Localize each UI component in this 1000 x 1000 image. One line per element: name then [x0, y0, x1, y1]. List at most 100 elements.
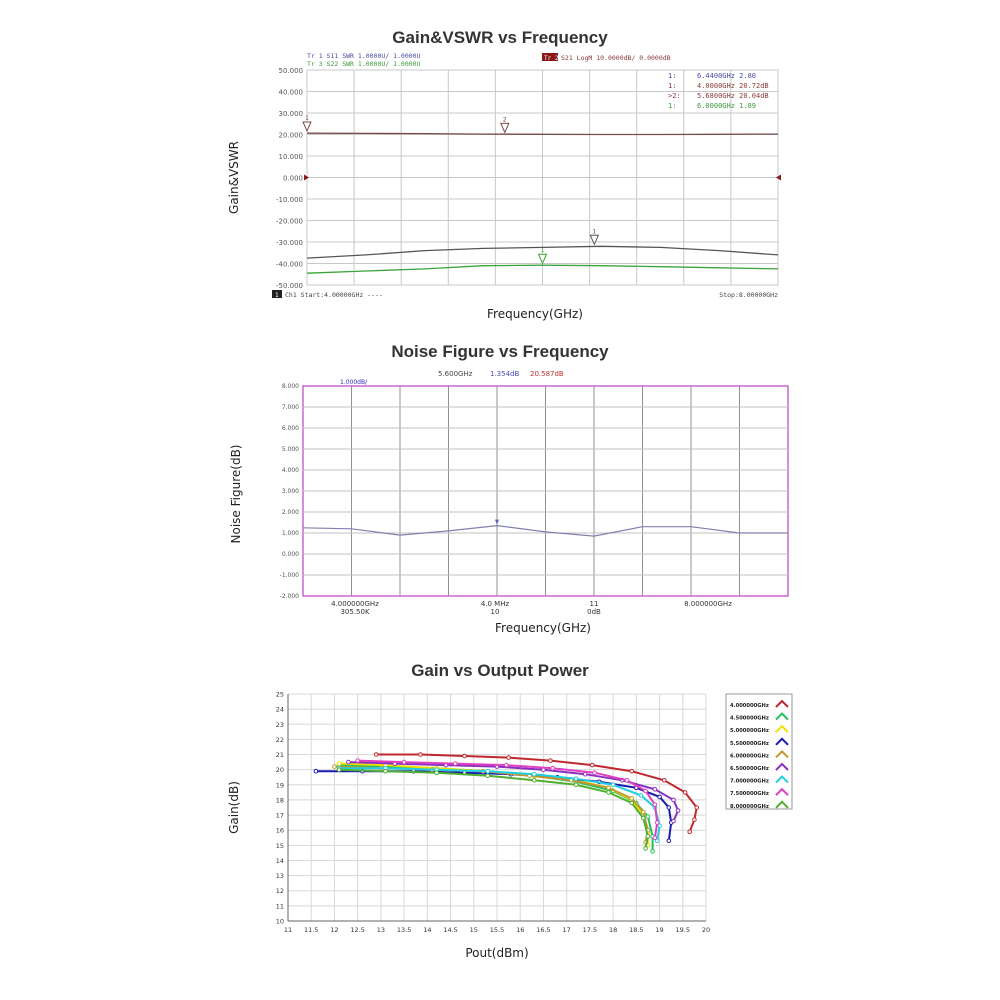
- header-gain: 20.587dB: [530, 370, 564, 378]
- data-point: [332, 764, 337, 769]
- legend-label: 4.000000GHz: [730, 703, 769, 709]
- chart2-svg: 8.000 7.000 6.000 5.000 4.000 3.000 2.000 1.000…: [229, 370, 789, 635]
- bottom-label: 11: [590, 600, 599, 608]
- data-point: [652, 802, 658, 807]
- legend-label: 7.000000GHz: [730, 779, 769, 785]
- data-point: [336, 767, 342, 772]
- marker-table-label: 1:: [668, 82, 676, 90]
- y-tick-label: -2.000: [280, 593, 300, 600]
- x-tick-label: 11.5: [304, 926, 318, 934]
- y-tick-label: 0.000: [282, 551, 299, 558]
- data-point: [550, 765, 556, 771]
- data-point: [641, 809, 646, 815]
- series-line-5: [334, 765, 649, 843]
- x-axis-label: Frequency(GHz): [487, 307, 583, 321]
- reference-mark: [304, 174, 309, 181]
- data-point: [531, 771, 537, 777]
- x-tick-label: 12.5: [350, 926, 364, 934]
- x-tick-label: 17.5: [583, 926, 597, 934]
- marker-table-label: >2:: [668, 92, 681, 100]
- y-tick-label: -30.000: [276, 239, 303, 247]
- data-point: [643, 788, 648, 794]
- data-point: [548, 758, 553, 763]
- noise-figure-line: [302, 524, 788, 537]
- y-tick-label: 40.000: [279, 89, 304, 97]
- marker-triangle: [302, 121, 312, 133]
- legend-swatch: [775, 699, 789, 708]
- y-tick-label: 15: [276, 842, 284, 850]
- x-tick-label: 19: [655, 926, 663, 934]
- x-axis-label: Pout(dBm): [465, 946, 528, 960]
- y-tick-label: 10.000: [279, 153, 304, 161]
- data-point: [624, 778, 630, 783]
- chart1-svg: 50.000 40.000 30.000 20.000 10.000 0.000 -10.0…: [227, 52, 781, 321]
- footer-start: Ch1 Start:4.00000GHz ----: [285, 291, 383, 299]
- y-tick-label: 20.000: [279, 132, 304, 140]
- y-tick-label: 1.000: [282, 530, 299, 537]
- x-tick-label: 11: [284, 926, 292, 934]
- y-tick-label: 17: [276, 812, 284, 820]
- data-point: [687, 829, 693, 834]
- y-tick-label: -40.000: [276, 261, 303, 269]
- data-point: [654, 838, 660, 844]
- y-tick-label: 19: [276, 781, 284, 789]
- chart1-title: Gain&VSWR vs Frequency: [392, 28, 608, 47]
- header-noise-figure: 1.354dB: [490, 370, 519, 378]
- x-tick-label: 14.5: [443, 926, 457, 934]
- y-tick-label: 50.000: [279, 67, 304, 75]
- chart3-title: Gain vs Output Power: [411, 661, 589, 680]
- y-tick-label: 2.000: [282, 509, 299, 516]
- x-axis-label: Frequency(GHz): [495, 621, 591, 635]
- data-point: [606, 790, 611, 795]
- data-point: [313, 768, 319, 774]
- y-tick-label: 21: [276, 751, 284, 759]
- data-point: [654, 820, 660, 825]
- bottom-label: 0dB: [587, 608, 601, 616]
- y-tick-label: 14: [276, 857, 284, 865]
- footer-stop: Stop:8.00000GHz: [719, 291, 778, 299]
- series-line-2: [306, 245, 779, 259]
- chart2-title: Noise Figure vs Frequency: [391, 342, 609, 361]
- legend-swatch: [775, 775, 789, 784]
- bottom-label: 305.50K: [340, 608, 369, 616]
- x-tick-label: 16.5: [536, 926, 550, 934]
- y-tick-label: 20: [276, 766, 284, 774]
- legend-label: 6.500000GHz: [730, 766, 769, 772]
- marker-label: 1: [592, 228, 596, 235]
- y-axis-label: Gain&VSWR: [227, 141, 241, 214]
- x-tick-label: 13.5: [397, 926, 411, 934]
- marker-triangle: [495, 519, 499, 525]
- data-point: [692, 817, 697, 822]
- channel-tag: 1: [275, 292, 279, 299]
- legend-swatch: [775, 737, 789, 746]
- legend-swatch: [775, 749, 789, 759]
- y-tick-label: 8.000: [282, 383, 299, 390]
- legend-swatch: [775, 762, 789, 771]
- y-tick-label: 24: [276, 706, 284, 714]
- data-point: [434, 770, 439, 775]
- data-point: [671, 797, 676, 803]
- legend-swatch: [775, 712, 789, 721]
- data-point: [373, 752, 379, 757]
- x-tick-label: 18: [609, 926, 617, 934]
- series-line-1: [306, 132, 779, 136]
- legend-label: 7.500000GHz: [730, 791, 769, 797]
- legend-swatch: [775, 800, 789, 809]
- y-tick-label: 0.000: [283, 175, 303, 183]
- bottom-label: 10: [491, 608, 500, 616]
- trace-tag: Tr 2: [544, 55, 559, 62]
- y-axis-label: Gain(dB): [227, 781, 241, 834]
- y-tick-label: 22: [276, 736, 284, 744]
- data-point: [652, 835, 658, 841]
- marker-table-label: 1:: [668, 102, 676, 110]
- data-point: [346, 759, 351, 765]
- y-tick-label: 25: [276, 691, 284, 699]
- data-point: [629, 768, 635, 774]
- data-point: [485, 768, 491, 774]
- marker-table-value: 4.0000GHz 20.72dB: [697, 82, 769, 90]
- x-tick-label: 14: [423, 926, 431, 934]
- y-tick-label: -1.000: [280, 572, 300, 579]
- x-tick-label: 13: [377, 926, 385, 934]
- data-point: [383, 768, 388, 774]
- x-tick-label: 12: [330, 926, 338, 934]
